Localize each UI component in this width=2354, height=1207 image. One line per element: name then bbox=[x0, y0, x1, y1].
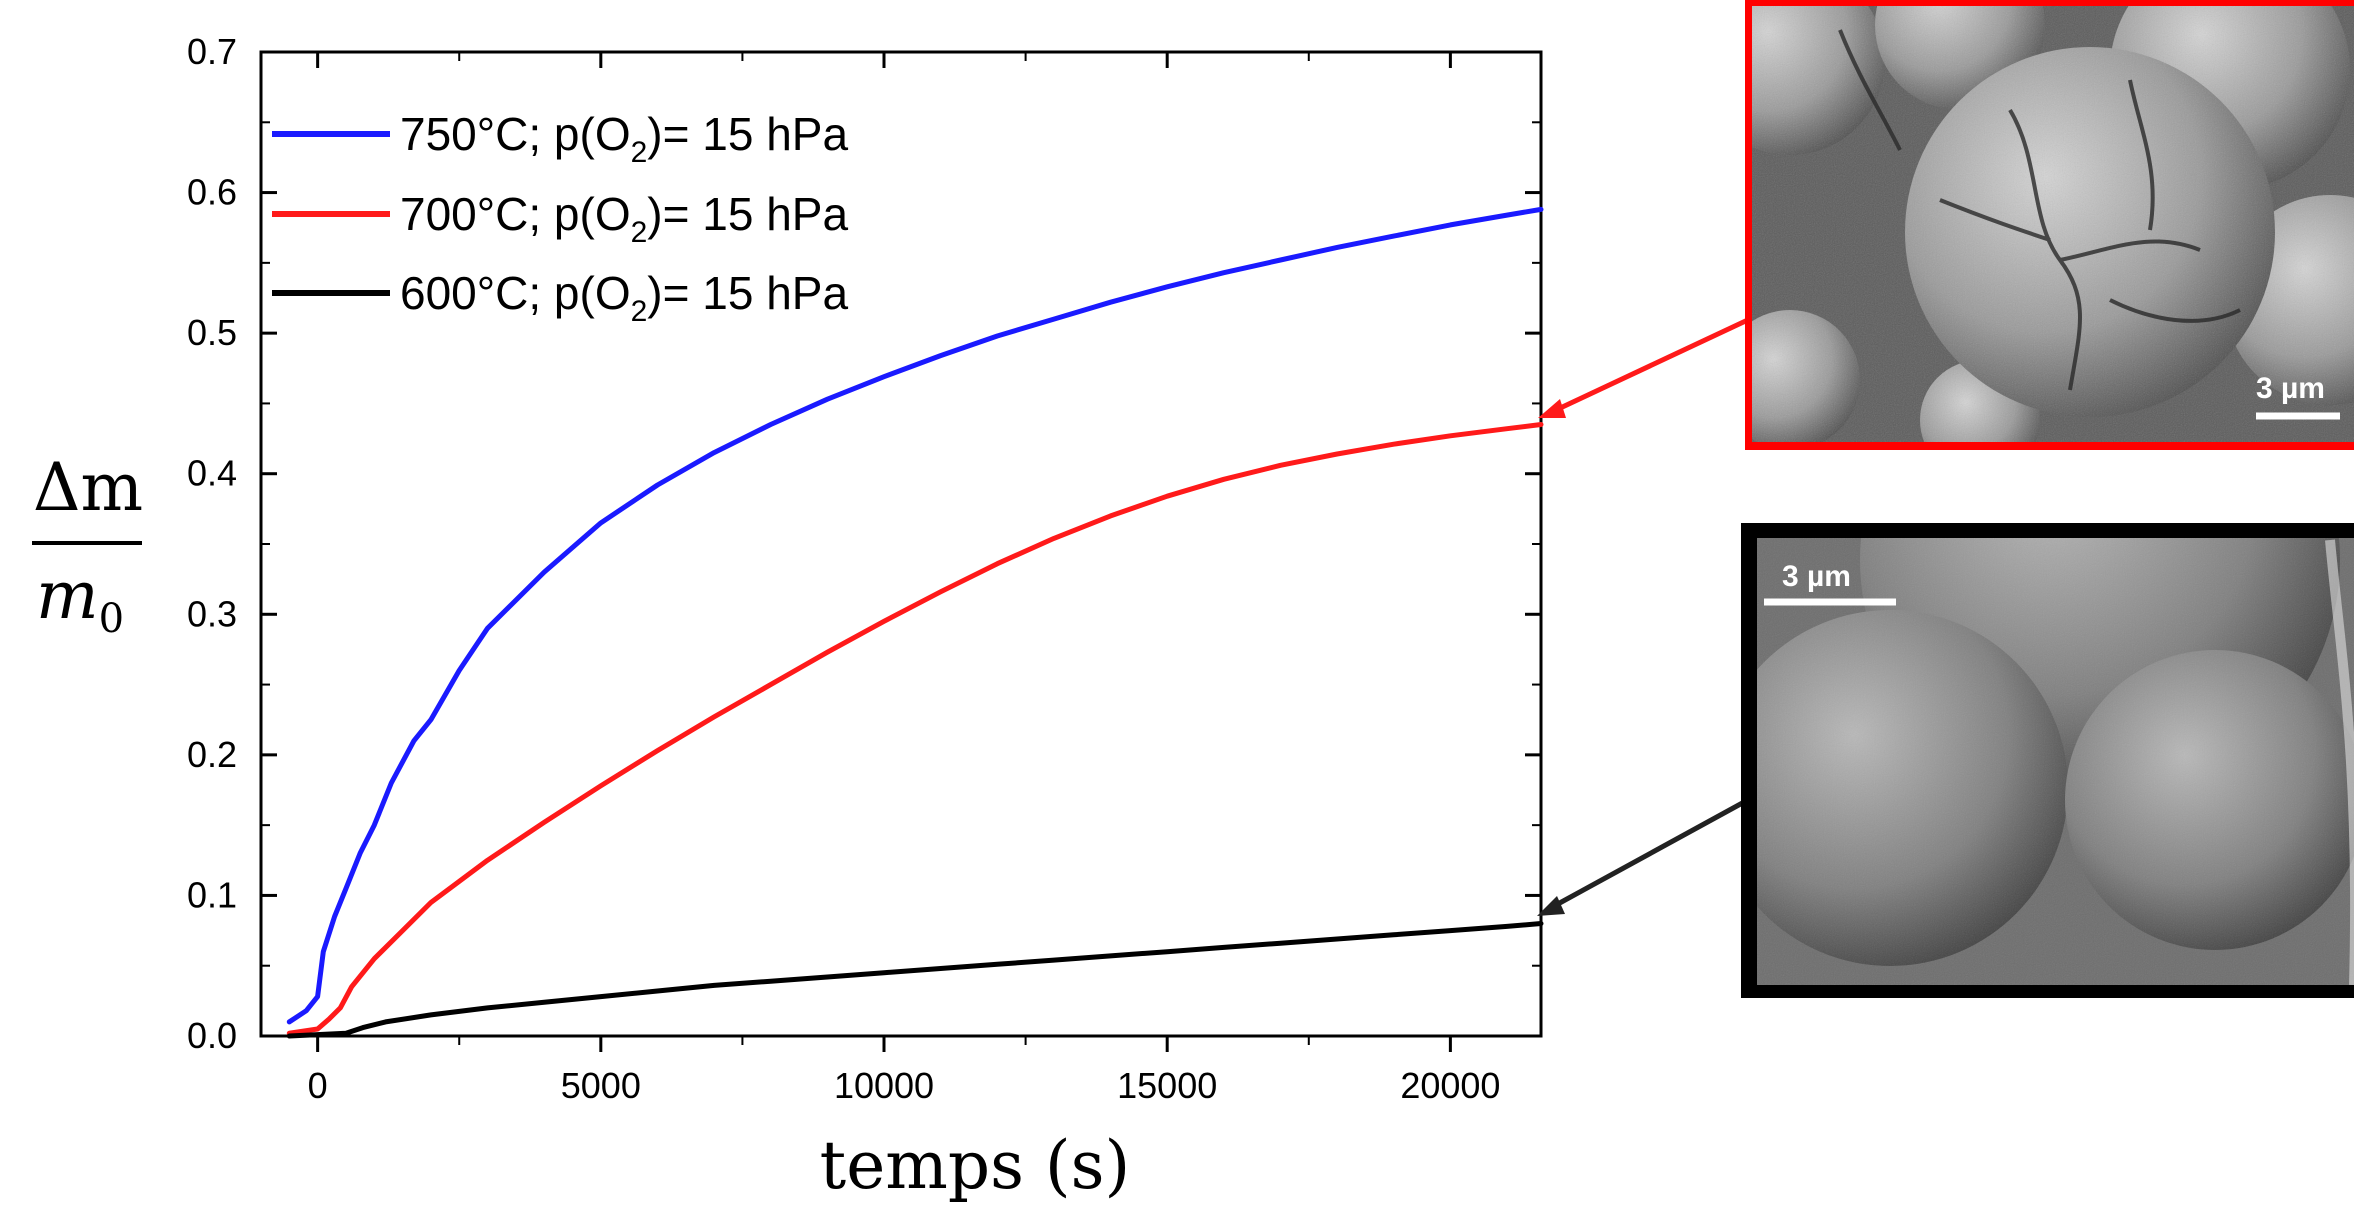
legend: 750°C; p(O2)= 15 hPa 700°C; p(O2)= 15 hP… bbox=[272, 108, 848, 328]
y-axis-numerator: Δm bbox=[33, 449, 143, 526]
x-tick-label: 20000 bbox=[1400, 1065, 1500, 1106]
tick-labels: 0 5000 10000 15000 20000 0.0 0.1 0.2 0.3 0.4 0.5 0.… bbox=[187, 31, 1500, 1106]
y-tick-label: 0.4 bbox=[187, 453, 237, 494]
y-tick-label: 0.7 bbox=[187, 31, 237, 72]
black-arrow bbox=[1537, 792, 1759, 916]
y-tick-label: 0.2 bbox=[187, 734, 237, 775]
legend-entry: 750°C; p(O2)= 15 hPa bbox=[272, 108, 848, 169]
y-axis-title: Δm m0 bbox=[32, 449, 143, 642]
y-tick-label: 0.1 bbox=[187, 874, 237, 915]
x-axis-title: temps (s) bbox=[820, 1127, 1131, 1204]
legend-entry: 600°C; p(O2)= 15 hPa bbox=[272, 267, 848, 328]
scale-bar-label: 3 µm bbox=[1782, 560, 1851, 593]
scale-bar-label: 3 µm bbox=[2256, 372, 2325, 405]
legend-label: 600°C; p(O2)= 15 hPa bbox=[400, 267, 848, 328]
y-tick-label: 0.5 bbox=[187, 312, 237, 353]
red-arrow bbox=[1538, 315, 1754, 418]
series-line-2 bbox=[286, 921, 1544, 1039]
sem-image-700C: 3 µm bbox=[1745, 0, 2354, 450]
x-tick-label: 15000 bbox=[1117, 1065, 1217, 1106]
x-tick-label: 5000 bbox=[561, 1065, 641, 1106]
x-tick-label: 0 bbox=[308, 1065, 328, 1106]
series-lines bbox=[286, 206, 1544, 1039]
y-tick-label: 0.6 bbox=[187, 172, 237, 213]
y-tick-label: 0.0 bbox=[187, 1015, 237, 1056]
legend-entry: 700°C; p(O2)= 15 hPa bbox=[272, 188, 848, 249]
y-tick-label: 0.3 bbox=[187, 593, 237, 634]
legend-label: 750°C; p(O2)= 15 hPa bbox=[400, 108, 848, 169]
x-tick-label: 10000 bbox=[834, 1065, 934, 1106]
legend-label: 700°C; p(O2)= 15 hPa bbox=[400, 188, 848, 249]
y-axis-denominator: m0 bbox=[36, 557, 124, 642]
series-line-0 bbox=[286, 206, 1544, 1025]
sem-image-600C: 3 µm bbox=[1741, 523, 2354, 998]
line-chart: 0 5000 10000 15000 20000 0.0 0.1 0.2 0.3 0.4 0.5 0.… bbox=[32, 31, 1759, 1204]
series-line-1 bbox=[286, 422, 1544, 1036]
axis-ticks bbox=[261, 50, 1541, 1052]
